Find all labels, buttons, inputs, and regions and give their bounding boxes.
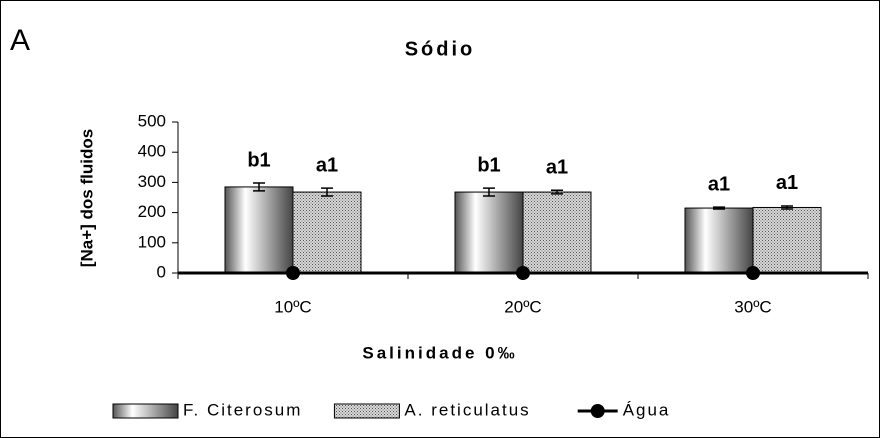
legend-swatch [590, 404, 605, 418]
panel-label: A [10, 24, 30, 57]
y-axis-label: [Na+] dos fluidos [77, 129, 96, 267]
significance-letter: a1 [708, 173, 730, 195]
line-marker [516, 266, 530, 280]
significance-letter: a1 [546, 157, 568, 179]
bar [522, 191, 592, 274]
x-tick-label: 10ºC [274, 297, 311, 316]
y-tick-label: 400 [138, 142, 166, 161]
y-tick-label: 300 [138, 172, 166, 191]
bar [684, 207, 754, 274]
significance-letter: a1 [776, 172, 798, 194]
bar [292, 191, 362, 274]
error-bar [781, 205, 793, 210]
chart-title: Sódio [405, 38, 476, 60]
y-tick-label: 500 [138, 111, 166, 130]
significance-letter: a1 [316, 154, 338, 176]
legend-label: F. Citerosum [183, 400, 302, 419]
x-tick-label: 20ºC [504, 297, 541, 316]
y-tick-label: 0 [157, 262, 166, 281]
y-tick-label: 100 [138, 232, 166, 251]
significance-letter: b1 [477, 154, 500, 176]
error-bar [483, 187, 495, 197]
error-bar [713, 206, 725, 210]
x-tick-label: 30ºC [734, 297, 771, 316]
bar [454, 191, 524, 274]
bar [224, 186, 294, 274]
error-bar [551, 189, 563, 195]
error-bar [321, 187, 333, 197]
y-tick-label: 200 [138, 202, 166, 221]
line-marker [286, 266, 300, 280]
legend-swatch [333, 403, 400, 419]
significance-letter: b1 [247, 149, 270, 171]
bar [752, 206, 822, 274]
error-bar [253, 182, 265, 192]
legend-label: Água [623, 400, 671, 419]
legend-label: A. reticulatus [404, 400, 530, 419]
x-axis-label: Salinidade 0‰ [362, 343, 517, 362]
line-marker [746, 266, 760, 280]
legend-swatch [112, 403, 179, 419]
